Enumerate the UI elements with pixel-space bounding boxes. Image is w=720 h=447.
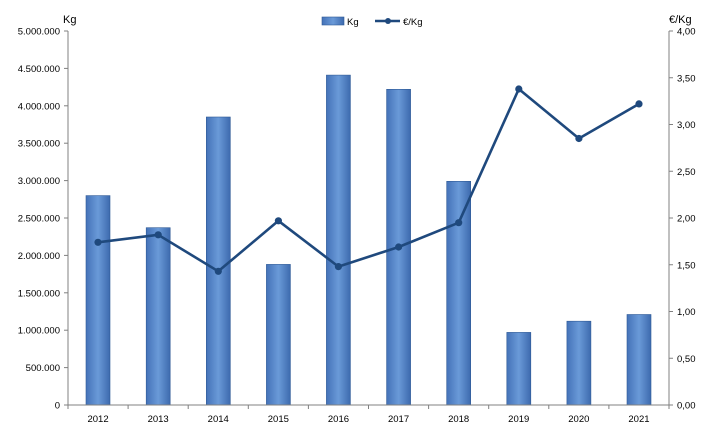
x-tick-label: 2012 <box>87 414 108 425</box>
legend-label-price: €/Kg <box>403 17 423 28</box>
bar-2020 <box>566 320 592 406</box>
price-point-2020 <box>575 134 583 143</box>
labels-layer: 0 500.000 1.000.000 1.500.000 2.000.000 2.500… <box>18 14 696 425</box>
right-tick-label: 2,50 <box>677 167 696 178</box>
bar-2015 <box>266 264 291 406</box>
left-tick-label: 500.000 <box>26 363 60 374</box>
price-point-2015 <box>274 217 282 225</box>
left-tick-label: 0 <box>55 401 60 412</box>
bar-2019 <box>506 332 532 406</box>
right-tick-label: 0,00 <box>677 401 696 412</box>
left-axis-title: Kg <box>63 14 76 26</box>
price-point-2016 <box>334 263 342 271</box>
bar-2016 <box>326 74 351 406</box>
right-tick-label: 1,50 <box>677 260 696 271</box>
legend: Kg €/Kg <box>321 16 423 28</box>
right-tick-label: 4,00 <box>677 27 696 38</box>
bar-2013 <box>145 227 171 406</box>
left-tick-label: 1.000.000 <box>18 326 60 337</box>
x-tick-label: 2015 <box>268 414 289 425</box>
price-point-2019 <box>515 85 523 93</box>
right-tick-label: 2,00 <box>677 214 696 225</box>
left-tick-label: 5.000.000 <box>18 27 60 38</box>
right-tick-label: 3,00 <box>677 120 696 131</box>
left-tick-label: 2.000.000 <box>18 251 60 262</box>
price-point-2014 <box>214 267 222 275</box>
bars-layer <box>85 74 652 406</box>
price-line <box>97 87 640 273</box>
line-layer <box>94 85 643 275</box>
bar-2012 <box>85 195 111 406</box>
bar-2014 <box>206 116 231 406</box>
price-point-2021 <box>635 100 643 108</box>
x-tick-label: 2013 <box>148 414 169 425</box>
axes-layer <box>64 30 673 409</box>
left-tick-label: 4.500.000 <box>18 64 60 75</box>
bar-2021 <box>626 314 652 406</box>
x-tick-label: 2021 <box>628 414 649 425</box>
left-tick-label: 4.000.000 <box>18 101 60 112</box>
left-tick-label: 1.500.000 <box>18 288 60 299</box>
price-point-2012 <box>94 238 102 246</box>
price-point-2013 <box>154 231 162 239</box>
x-tick-label: 2014 <box>208 414 229 425</box>
price-point-2017 <box>395 243 403 251</box>
right-axis-title: €/Kg <box>669 14 692 26</box>
price-point-2018 <box>455 219 463 227</box>
right-tick-label: 3,50 <box>677 73 696 84</box>
right-tick-label: 1,00 <box>677 307 696 318</box>
x-tick-label: 2016 <box>328 414 349 425</box>
left-tick-label: 3.000.000 <box>18 176 60 187</box>
x-tick-label: 2017 <box>388 414 409 425</box>
left-tick-label: 3.500.000 <box>18 139 60 150</box>
bar-2018 <box>446 181 472 406</box>
legend-label-kg: Kg <box>347 17 359 28</box>
right-tick-label: 0,50 <box>677 354 696 365</box>
left-tick-label: 2.500.000 <box>18 214 60 225</box>
x-tick-label: 2018 <box>448 414 469 425</box>
legend-marker-price <box>385 18 391 24</box>
legend-swatch-kg <box>321 16 345 26</box>
x-tick-label: 2019 <box>508 414 529 425</box>
x-tick-label: 2020 <box>568 414 589 425</box>
